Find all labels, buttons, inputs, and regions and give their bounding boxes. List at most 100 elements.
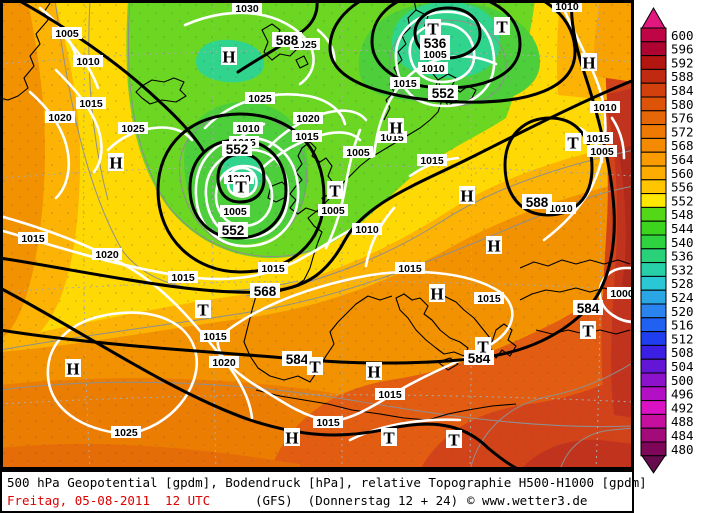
pressure-label: 1015	[420, 155, 444, 167]
geopotential-label-box	[428, 85, 458, 100]
pressure-label: 1015	[477, 293, 501, 305]
high-marker-box	[388, 118, 404, 136]
legend-swatch	[640, 179, 667, 195]
pressure-label: 1010	[355, 224, 379, 236]
pressure-label: 1010	[421, 63, 445, 75]
pressure-label: 1015	[203, 331, 227, 343]
pressure-label-box	[76, 97, 106, 109]
pressure-label-box	[118, 122, 148, 134]
pressure-label-box	[245, 92, 275, 104]
pressure-label: 1010	[76, 56, 100, 68]
legend-value: 540	[671, 235, 694, 250]
high-marker-box	[65, 359, 81, 377]
pressure-labels: 1005 1010 1015 1020 1025 1030 1025 1025 1020 1015…	[18, 0, 634, 439]
legend-swatch	[640, 386, 667, 402]
pressure-label-box	[546, 202, 576, 214]
geopotential-label-box	[218, 222, 248, 237]
legend-swatch	[640, 137, 667, 153]
high-marker: H	[222, 48, 235, 67]
low-marker-box	[425, 19, 441, 37]
pressure-label-box	[352, 223, 382, 235]
legend-swatch	[640, 400, 667, 415]
pressure-label-box	[200, 330, 230, 342]
pressure-label: 1015	[316, 417, 340, 429]
legend-value: 488	[671, 414, 694, 429]
legend-swatch	[640, 289, 667, 305]
pressure-label-box	[418, 62, 448, 74]
pressure-label: 1005	[223, 206, 247, 218]
geopotential-label: 568	[254, 284, 277, 299]
legend-swatch	[640, 124, 667, 139]
legend-value: 484	[671, 428, 694, 443]
geopotential-label-box	[420, 35, 450, 50]
legend-swatch	[640, 27, 667, 43]
graticule	[0, 0, 634, 470]
legend-value: 560	[671, 166, 694, 181]
geopotential-label: 588	[526, 195, 549, 210]
map-border	[0, 0, 634, 470]
pressure-label-box	[92, 248, 122, 260]
pressure-label: 1010	[555, 1, 579, 13]
high-marker: H	[460, 187, 473, 206]
legend-swatch	[640, 317, 667, 333]
low-marker-box	[307, 357, 323, 375]
high-marker-box	[486, 236, 502, 254]
caption-bar: 500 hPa Geopotential [gpdm], Bodendruck …	[0, 470, 647, 513]
pressure-label: 1020	[95, 249, 119, 261]
pressure-label: 1015	[378, 389, 402, 401]
pressure-label-box	[417, 154, 447, 166]
legend-arrow-up	[641, 6, 666, 29]
pressure-label-box	[258, 262, 288, 274]
low-marker-box	[446, 430, 462, 448]
pressure-label: 1005	[423, 49, 447, 61]
pressure-label-box	[420, 48, 450, 60]
legend-value: 592	[671, 55, 694, 70]
geopotential-label: 552	[432, 86, 455, 101]
low-marker: T	[309, 358, 321, 377]
low-marker: T	[383, 429, 395, 448]
geopotential-label-box	[272, 32, 302, 47]
map-area: 1005 1010 1015 1020 1025 1030 1025 1025 1020 1015…	[0, 0, 634, 470]
low-marker-box	[494, 17, 510, 35]
pressure-label: 1015	[21, 233, 45, 245]
pressure-label: 1005	[346, 147, 370, 159]
legend-value: 532	[671, 262, 694, 277]
legend-value: 536	[671, 249, 694, 264]
caption-copyright: © www.wetter3.de	[467, 493, 588, 508]
geopotential-label: 584	[286, 352, 309, 367]
pressure-label-box	[587, 145, 617, 157]
pressure-label-box	[292, 130, 322, 142]
geopotential-label: 588	[276, 33, 299, 48]
pressure-label-box	[590, 101, 620, 113]
caption-date: Freitag, 05-08-2011 12 UTC	[7, 493, 211, 508]
color-scale-panel: 600 596 592 588 584 580 576 572 568 564 560 556 552 5…	[634, 0, 704, 513]
legend-swatch	[640, 55, 667, 70]
low-marker: T	[496, 18, 508, 37]
legend-swatch	[640, 96, 667, 112]
low-marker-box	[565, 133, 581, 151]
pressure-label-box	[583, 132, 613, 144]
legend-value: 572	[671, 124, 694, 139]
geopotential-label-box	[522, 194, 552, 209]
high-marker-box	[581, 53, 597, 71]
pressure-label: 1015	[295, 131, 319, 143]
geopotential-label: 536	[424, 36, 447, 51]
geopotential-label-box	[282, 351, 312, 366]
topography-fill	[0, 0, 634, 470]
pressure-label-box	[52, 27, 82, 39]
pressure-label-box	[220, 205, 250, 217]
caption-model-run: (GFS) (Donnerstag 12 + 24)	[255, 493, 459, 508]
legend-swatch	[640, 68, 667, 84]
caption-title: 500 hPa Geopotential [gpdm], Bodendruck …	[7, 475, 647, 490]
pressure-label: 1010	[549, 203, 573, 215]
pressure-label-box	[209, 356, 239, 368]
pressure-label-box	[318, 204, 348, 216]
legend-swatch	[640, 262, 667, 277]
low-marker-box	[580, 321, 596, 339]
low-marker-box	[327, 181, 343, 199]
pressure-label-box	[474, 292, 504, 304]
legend-value: 480	[671, 442, 694, 457]
high-marker-box	[284, 428, 300, 446]
low-marker-box	[195, 300, 211, 318]
